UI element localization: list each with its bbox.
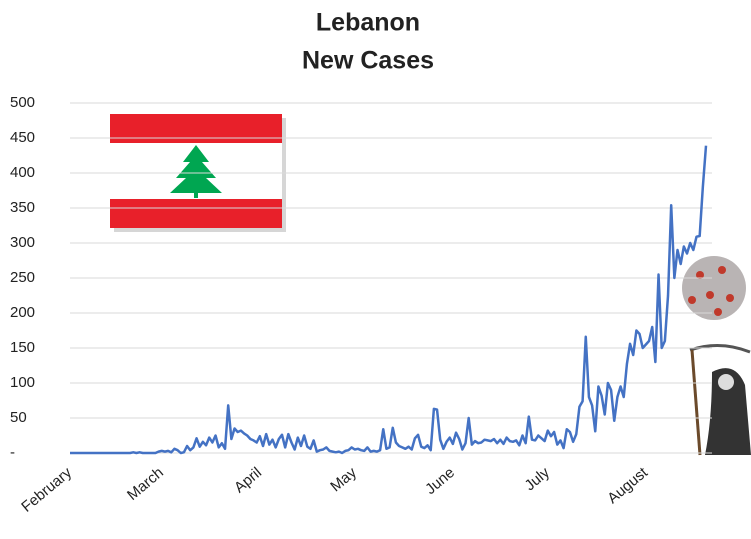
y-tick-label: 200 (10, 304, 35, 321)
x-tick-label: June (422, 464, 458, 498)
x-tick-label: February (18, 464, 75, 516)
chart-subtitle: New Cases (302, 47, 434, 75)
flag (110, 114, 286, 232)
y-tick-label: 350 (10, 199, 35, 216)
reaper-icon (689, 344, 751, 456)
chart-title: Lebanon (316, 9, 420, 37)
y-tick-label: 100 (10, 374, 35, 391)
y-tick-label: 400 (10, 164, 35, 181)
y-tick-label: 50 (10, 409, 27, 426)
series-line (70, 145, 708, 455)
x-tick-label: March (124, 464, 167, 504)
x-tick-label: April (231, 464, 265, 496)
y-tick-label: 250 (10, 269, 35, 286)
y-tick-label: 500 (10, 94, 35, 111)
y-tick-label: 450 (10, 129, 35, 146)
x-tick-label: August (604, 464, 651, 508)
x-tick-label: May (327, 464, 360, 496)
y-tick-label: - (10, 444, 15, 461)
y-tick-label: 300 (10, 234, 35, 251)
y-tick-label: 150 (10, 339, 35, 356)
virus-icon (682, 256, 746, 320)
x-tick-label: July (522, 464, 554, 494)
